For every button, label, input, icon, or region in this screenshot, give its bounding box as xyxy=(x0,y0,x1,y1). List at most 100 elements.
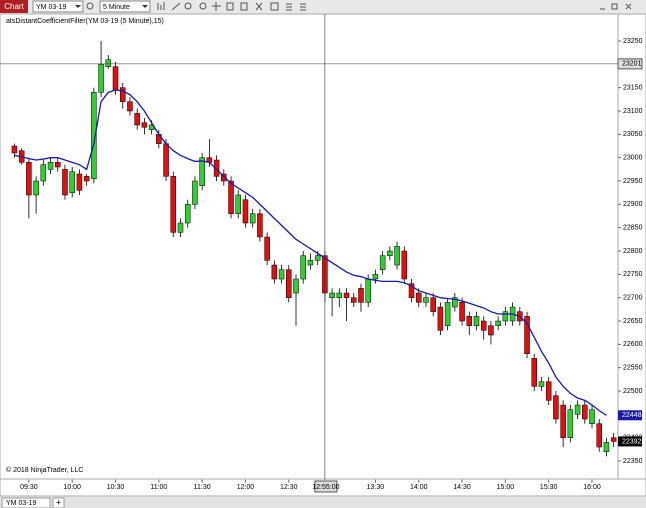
candle-body xyxy=(278,269,285,280)
x-tick-label: 11:30 xyxy=(194,484,211,491)
candle-body xyxy=(444,302,451,326)
candle-body xyxy=(119,87,126,102)
y-tick-label: 22650 xyxy=(623,318,643,325)
price-axis xyxy=(617,13,646,480)
candle-body xyxy=(430,297,436,312)
candle-body xyxy=(582,404,588,420)
x-tick-label: 13:30 xyxy=(367,484,385,491)
candle-body xyxy=(257,213,263,238)
candle-body xyxy=(170,176,177,233)
candle-body xyxy=(488,325,494,336)
candle-body xyxy=(177,222,184,233)
candle-body xyxy=(560,404,566,438)
candle-body xyxy=(98,64,104,93)
candle-body xyxy=(141,122,148,128)
candle-body xyxy=(83,176,90,182)
candle-body xyxy=(358,288,364,303)
candle-body xyxy=(538,381,545,387)
y-tick-label: 22800 xyxy=(623,248,643,255)
candle-body xyxy=(351,297,357,303)
y-tick-label: 22350 xyxy=(623,458,643,465)
candle-body xyxy=(531,358,538,387)
x-tick-label: 14:30 xyxy=(453,484,471,491)
candle-body xyxy=(228,180,234,214)
y-tick-label: 23150 xyxy=(623,85,643,92)
candle-body xyxy=(415,292,422,303)
candle-body xyxy=(603,442,610,452)
candle-body xyxy=(473,316,480,326)
chart-tab-label: Chart xyxy=(4,2,24,11)
candle-body xyxy=(11,145,18,154)
chart-tab[interactable] xyxy=(0,0,28,13)
candle-body xyxy=(336,292,343,298)
candle-body xyxy=(192,180,198,205)
candle-body xyxy=(589,409,595,424)
x-tick-label: 16:00 xyxy=(583,484,601,491)
candle-body xyxy=(365,278,371,303)
toolbar xyxy=(0,0,646,14)
y-tick-label: 22700 xyxy=(623,295,643,302)
candle-body xyxy=(329,292,335,298)
instrument-label: YM 03-19 xyxy=(36,4,66,11)
candle-body xyxy=(408,283,415,298)
y-tick-label: 22500 xyxy=(623,388,643,395)
x-tick-label: 15:00 xyxy=(497,484,515,491)
candle-body xyxy=(495,320,501,326)
candle-body xyxy=(553,395,559,420)
candle-body xyxy=(524,316,530,354)
candle-body xyxy=(466,316,473,326)
y-tick-label: 23050 xyxy=(623,131,643,138)
candle-body xyxy=(545,381,552,401)
candle-body xyxy=(567,409,574,438)
x-tick-label: 14:00 xyxy=(410,484,428,491)
x-tick-label: 10:00 xyxy=(63,484,81,491)
candle-body xyxy=(62,169,68,196)
add-tab[interactable] xyxy=(52,497,65,508)
candle-body xyxy=(163,143,169,177)
indicator-badge-label: 22448 xyxy=(622,412,642,419)
crosshair-time-box xyxy=(314,480,338,493)
plot-area xyxy=(0,13,619,480)
y-tick-label: 22750 xyxy=(623,271,643,278)
candle-body xyxy=(26,162,32,196)
x-tick-label: 12:30 xyxy=(280,484,298,491)
candle-body xyxy=(91,92,97,179)
candle-body xyxy=(314,255,321,261)
candle-body xyxy=(264,236,270,261)
crosshair-time-label: 12:55:00 xyxy=(312,484,339,491)
y-tick-label: 22950 xyxy=(623,178,643,185)
candle-body xyxy=(372,274,379,280)
instrument-select[interactable] xyxy=(32,0,84,13)
candle-body xyxy=(286,269,292,298)
candle-body xyxy=(343,292,350,298)
candle-body xyxy=(199,157,205,186)
candle-body xyxy=(596,423,602,448)
toolbar-icons[interactable] xyxy=(86,2,632,11)
dropdown-arrow xyxy=(142,5,148,8)
instrument-tab-label: YM 03-19 xyxy=(6,500,36,507)
candle-body xyxy=(105,59,112,67)
candle-body xyxy=(235,194,241,214)
price-badge xyxy=(618,436,642,447)
candle-body xyxy=(452,297,458,308)
x-tick-label: 09:30 xyxy=(20,484,38,491)
interval-select[interactable] xyxy=(99,0,151,13)
candle-body xyxy=(480,320,487,331)
y-tick-label: 22600 xyxy=(623,341,643,348)
x-tick-label: 12:00 xyxy=(237,484,255,491)
crosshair-price-label: 23201 xyxy=(622,61,642,68)
candle-body xyxy=(249,213,256,224)
candle-body xyxy=(394,246,400,266)
candle-body xyxy=(502,311,509,322)
y-tick-label: 22900 xyxy=(623,201,643,208)
instrument-tab[interactable] xyxy=(1,497,51,508)
candle-body xyxy=(40,164,47,182)
copyright: © 2018 NinjaTrader, LLC xyxy=(6,466,83,474)
candle-body xyxy=(76,173,83,191)
indicator-line xyxy=(14,89,607,416)
candle-body xyxy=(379,255,386,270)
candle-body xyxy=(307,260,314,266)
interval-label: 5 Minute xyxy=(103,4,130,11)
